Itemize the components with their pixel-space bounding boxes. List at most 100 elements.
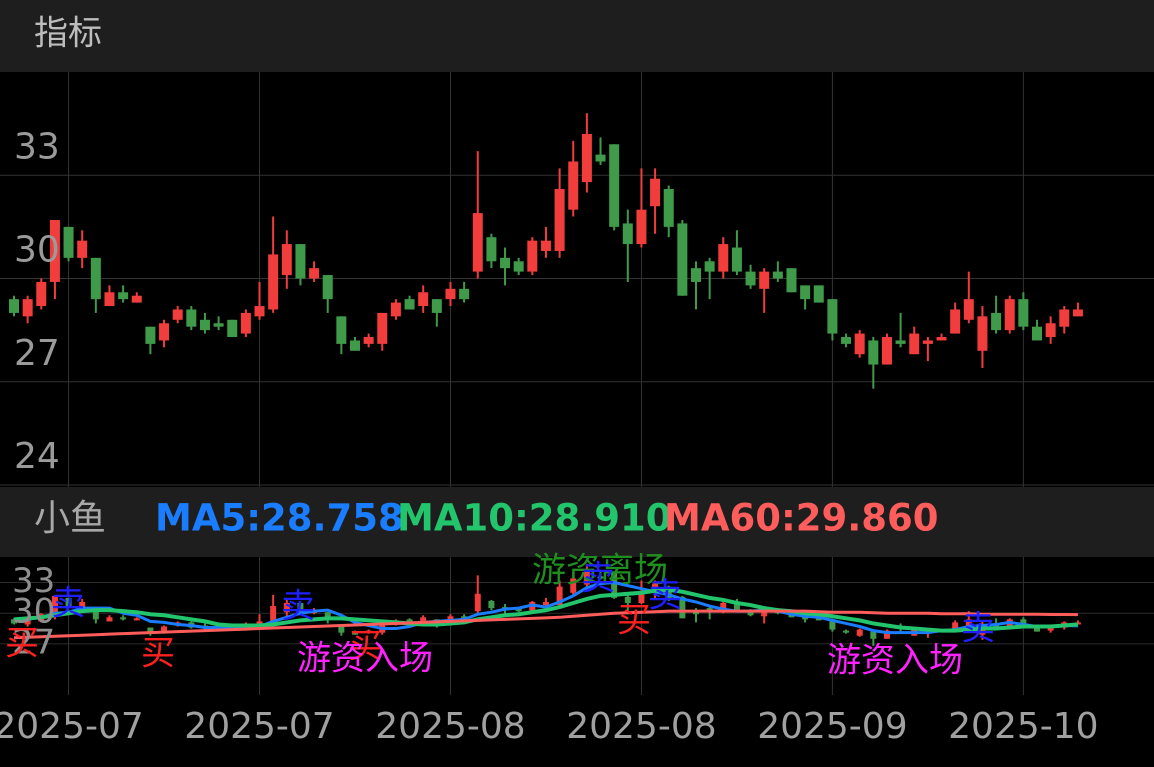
candle-body bbox=[270, 606, 277, 623]
indicator-title[interactable]: 小鱼 bbox=[34, 498, 106, 539]
candle-body bbox=[513, 261, 524, 272]
candle-body bbox=[1074, 622, 1081, 625]
candle-body bbox=[418, 292, 429, 307]
candle-body bbox=[772, 271, 783, 279]
x-tick-label: 2025-08 bbox=[375, 706, 525, 747]
signal-label: 卖 bbox=[51, 584, 85, 624]
candle-body bbox=[500, 257, 511, 269]
y-tick-label: 24 bbox=[14, 436, 60, 477]
candle-body bbox=[431, 299, 442, 313]
candle-body bbox=[459, 288, 470, 300]
candle-body bbox=[131, 295, 142, 303]
candle-body bbox=[1018, 299, 1029, 327]
candle-body bbox=[350, 340, 360, 351]
signal-label: 游资入场 bbox=[297, 639, 433, 679]
candle-body bbox=[638, 592, 645, 603]
candle-body bbox=[472, 213, 483, 272]
candle-body bbox=[800, 285, 811, 300]
candle-body bbox=[256, 621, 263, 625]
candle-body bbox=[881, 337, 892, 365]
candle-body bbox=[309, 268, 320, 279]
legend-entry: MA10:28.910 bbox=[397, 497, 672, 540]
signal-label: 买 bbox=[141, 634, 175, 674]
candle-body bbox=[486, 237, 497, 262]
candle-body bbox=[718, 244, 729, 272]
candle-body bbox=[406, 619, 413, 623]
candle-body bbox=[679, 596, 686, 619]
indicator-bar bbox=[0, 487, 1154, 557]
candle-body bbox=[895, 340, 906, 344]
candle-body bbox=[568, 161, 579, 210]
candle-body bbox=[227, 319, 238, 338]
candle-body bbox=[281, 244, 292, 276]
signal-label: 游资入场 bbox=[827, 641, 963, 681]
candle-body bbox=[829, 619, 836, 630]
candle-body bbox=[650, 178, 661, 207]
candle-body bbox=[1006, 619, 1013, 629]
candle-body bbox=[147, 627, 154, 633]
candle-body bbox=[24, 619, 31, 625]
candle-body bbox=[652, 583, 659, 592]
candle-body bbox=[515, 608, 522, 612]
candle-body bbox=[747, 611, 754, 616]
candle-body bbox=[720, 603, 727, 612]
signal-label: 卖 bbox=[961, 609, 995, 649]
candle-body bbox=[1072, 309, 1083, 317]
candle-body bbox=[336, 316, 347, 344]
candle-body bbox=[843, 630, 850, 633]
candle-body bbox=[677, 223, 688, 296]
x-tick-label: 2025-10 bbox=[948, 706, 1098, 747]
candle-body bbox=[868, 340, 879, 365]
candle-body bbox=[963, 299, 974, 320]
candle-body bbox=[936, 337, 947, 341]
candle-body bbox=[1047, 626, 1054, 631]
signal-label: 卖 bbox=[648, 576, 682, 616]
candle-body bbox=[854, 333, 865, 355]
candle-body bbox=[447, 616, 454, 620]
indicator-plot bbox=[11, 564, 1081, 646]
candle-body bbox=[977, 316, 988, 351]
signal-label: 买 bbox=[617, 601, 651, 641]
candle-body bbox=[65, 597, 72, 608]
candle-body bbox=[365, 630, 372, 633]
candle-body bbox=[609, 144, 620, 227]
y-tick-label: 30 bbox=[12, 592, 55, 632]
candle-body bbox=[213, 323, 224, 327]
candle-body bbox=[159, 323, 170, 341]
candle-body bbox=[993, 623, 1000, 629]
candle-body bbox=[283, 603, 290, 613]
candle-body bbox=[104, 292, 115, 307]
y-tick-label: 27 bbox=[12, 622, 55, 662]
candle-body bbox=[77, 240, 88, 258]
candle-body bbox=[377, 312, 388, 344]
candle-body bbox=[145, 326, 156, 344]
candle-body bbox=[761, 611, 768, 617]
candle-body bbox=[49, 219, 60, 282]
candle-body bbox=[786, 268, 797, 293]
candle-body bbox=[1034, 627, 1040, 632]
candle-body bbox=[841, 337, 852, 344]
candle-body bbox=[36, 281, 47, 307]
candle-body bbox=[704, 261, 715, 272]
candle-body bbox=[663, 189, 674, 227]
ma-line bbox=[13, 581, 1078, 635]
candle-body bbox=[856, 629, 863, 636]
candle-body bbox=[1032, 326, 1042, 341]
main-plot bbox=[9, 113, 1083, 389]
candle-body bbox=[909, 333, 920, 355]
header-title[interactable]: 指标 bbox=[34, 14, 102, 54]
candle-body bbox=[240, 312, 251, 334]
candle-body bbox=[51, 595, 58, 615]
candle-body bbox=[79, 601, 86, 608]
candle-body bbox=[624, 596, 631, 603]
legend-entry: MA5:28.758 bbox=[155, 497, 404, 540]
candle-body bbox=[474, 593, 481, 612]
candle-body bbox=[199, 319, 210, 331]
candle-body bbox=[622, 223, 633, 245]
candle-body bbox=[90, 257, 101, 300]
candle-body bbox=[540, 240, 551, 251]
candle-body bbox=[363, 337, 374, 344]
signal-label: 买 bbox=[348, 627, 382, 667]
